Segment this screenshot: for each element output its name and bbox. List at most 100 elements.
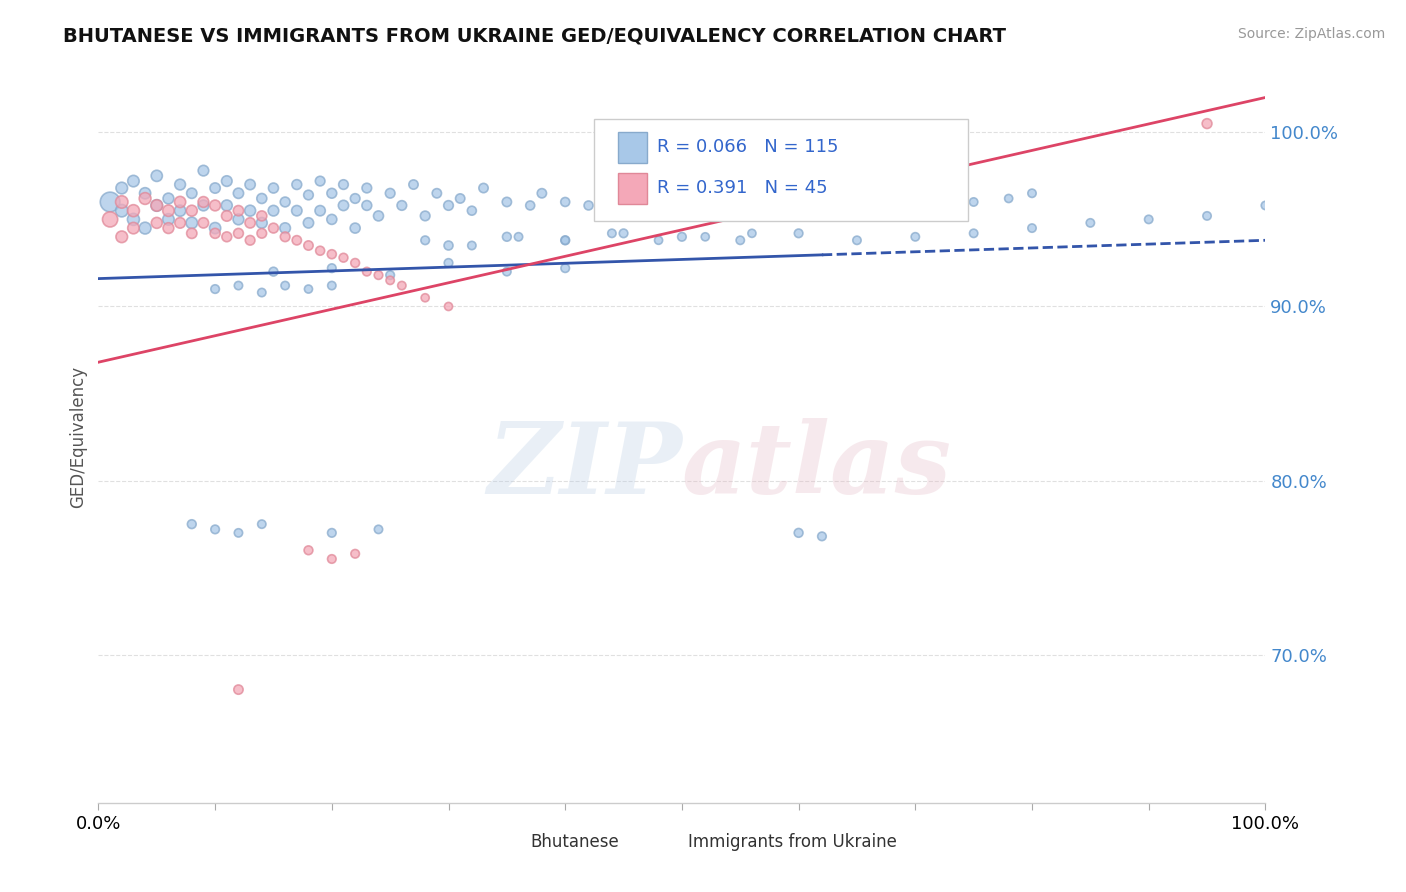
Point: [157, 212, 180, 227]
Point: [461, 238, 484, 252]
Point: [169, 216, 191, 230]
Point: [380, 273, 402, 287]
Point: [309, 174, 332, 188]
Point: [297, 543, 319, 558]
Point: [356, 265, 378, 279]
Point: [1195, 209, 1218, 223]
Point: [228, 278, 250, 293]
Point: [321, 247, 343, 261]
Point: [274, 278, 297, 293]
Point: [122, 203, 145, 218]
Point: [146, 216, 169, 230]
Point: [321, 212, 343, 227]
Point: [367, 209, 389, 223]
Point: [193, 163, 215, 178]
Point: [321, 186, 343, 201]
Point: [332, 198, 354, 212]
Point: [250, 517, 273, 532]
Point: [285, 178, 308, 192]
Point: [297, 282, 319, 296]
Text: ZIP: ZIP: [486, 418, 682, 515]
Point: [250, 209, 273, 223]
Point: [169, 194, 191, 209]
Point: [962, 227, 984, 241]
Point: [496, 194, 519, 209]
Point: [647, 186, 669, 201]
Point: [262, 265, 284, 279]
Point: [146, 198, 169, 212]
Text: atlas: atlas: [682, 418, 952, 515]
Point: [321, 278, 343, 293]
Point: [228, 203, 250, 218]
Bar: [617, 173, 647, 203]
Point: [204, 522, 226, 536]
Point: [250, 227, 273, 241]
Point: [787, 525, 810, 540]
Point: [904, 209, 927, 223]
Point: [215, 209, 238, 223]
Point: [250, 285, 273, 300]
Point: [730, 233, 752, 247]
Point: [228, 227, 250, 241]
Point: [391, 278, 413, 293]
Point: [285, 233, 308, 247]
Point: [228, 212, 250, 227]
Point: [413, 291, 436, 305]
Point: [413, 209, 436, 223]
Point: [193, 194, 215, 209]
Point: [624, 198, 647, 212]
Point: [169, 203, 191, 218]
Point: [344, 192, 367, 206]
Point: [297, 188, 319, 202]
Point: [157, 192, 180, 206]
Point: [437, 300, 460, 314]
Point: [321, 525, 343, 540]
Point: [262, 221, 284, 235]
Point: [356, 181, 378, 195]
Point: [1195, 117, 1218, 131]
Point: [274, 221, 297, 235]
Point: [122, 212, 145, 227]
Point: [332, 178, 354, 192]
Point: [180, 203, 202, 218]
Point: [309, 244, 332, 258]
Point: [344, 547, 367, 561]
Point: [380, 186, 402, 201]
Point: [262, 181, 284, 195]
Point: [554, 194, 576, 209]
Point: [997, 192, 1019, 206]
Point: [204, 282, 226, 296]
Y-axis label: GED/Equivalency: GED/Equivalency: [69, 366, 87, 508]
Point: [180, 216, 202, 230]
Point: [228, 525, 250, 540]
Point: [741, 227, 763, 241]
Point: [1021, 186, 1043, 201]
Point: [274, 229, 297, 244]
Point: [134, 186, 156, 201]
Point: [215, 174, 238, 188]
Point: [600, 192, 623, 206]
Point: [356, 198, 378, 212]
Point: [496, 229, 519, 244]
Point: [111, 194, 134, 209]
Point: [180, 517, 202, 532]
Point: [508, 229, 530, 244]
Point: [1254, 198, 1277, 212]
Text: Immigrants from Ukraine: Immigrants from Ukraine: [688, 832, 897, 851]
Point: [519, 198, 541, 212]
Point: [344, 256, 367, 270]
Point: [402, 178, 425, 192]
Point: [613, 227, 636, 241]
Point: [437, 238, 460, 252]
Point: [787, 227, 810, 241]
Point: [321, 552, 343, 566]
Point: [274, 194, 297, 209]
Point: [98, 212, 121, 227]
Text: R = 0.066   N = 115: R = 0.066 N = 115: [658, 138, 839, 156]
Point: [122, 174, 145, 188]
Point: [215, 229, 238, 244]
Point: [204, 227, 226, 241]
Point: [437, 198, 460, 212]
Point: [437, 256, 460, 270]
Point: [695, 229, 717, 244]
